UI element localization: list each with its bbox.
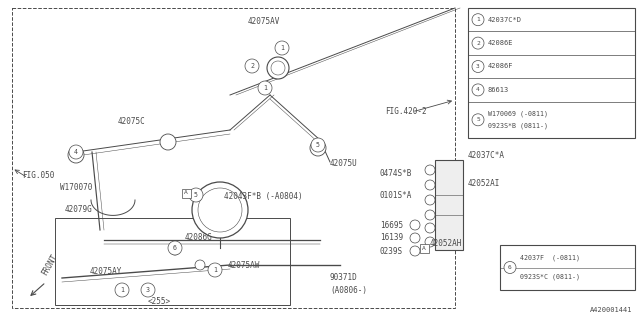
Text: 42086G: 42086G <box>185 234 212 243</box>
Text: 0474S*B: 0474S*B <box>380 169 412 178</box>
Text: 5: 5 <box>476 117 480 122</box>
Circle shape <box>472 37 484 49</box>
Text: 4: 4 <box>74 149 78 155</box>
Text: 42037C*D: 42037C*D <box>488 17 522 23</box>
Circle shape <box>504 261 516 274</box>
Text: A: A <box>422 245 426 251</box>
Text: 42075AW: 42075AW <box>228 260 260 269</box>
Circle shape <box>410 220 420 230</box>
Text: 4: 4 <box>476 87 480 92</box>
Circle shape <box>192 182 248 238</box>
Text: 2: 2 <box>476 41 480 46</box>
Circle shape <box>195 260 205 270</box>
Circle shape <box>271 61 285 75</box>
Text: 5: 5 <box>194 192 198 198</box>
Text: 42043F*B (-A0804): 42043F*B (-A0804) <box>224 191 303 201</box>
Circle shape <box>472 114 484 126</box>
Text: 16695: 16695 <box>380 220 403 229</box>
Circle shape <box>425 237 435 247</box>
Text: 0923S*B (0811-): 0923S*B (0811-) <box>488 123 548 129</box>
Circle shape <box>311 138 325 152</box>
Bar <box>468 8 635 138</box>
Text: 86613: 86613 <box>488 87 509 93</box>
Bar <box>500 245 635 290</box>
Circle shape <box>69 145 83 159</box>
Text: 3: 3 <box>146 287 150 293</box>
Text: W170070: W170070 <box>60 183 92 193</box>
Bar <box>12 8 455 308</box>
Circle shape <box>168 241 182 255</box>
Text: 42037F  (-0811): 42037F (-0811) <box>520 255 580 261</box>
Text: 1: 1 <box>263 85 267 91</box>
Text: 6: 6 <box>508 265 512 270</box>
Text: 0923S*C (0811-): 0923S*C (0811-) <box>520 274 580 280</box>
Circle shape <box>425 223 435 233</box>
Bar <box>435 160 463 250</box>
Text: 42052AH: 42052AH <box>430 238 462 247</box>
Text: 42075U: 42075U <box>330 158 358 167</box>
Text: FIG.420-2: FIG.420-2 <box>385 108 427 116</box>
Text: 6: 6 <box>173 245 177 251</box>
Circle shape <box>472 14 484 26</box>
Text: FRONT: FRONT <box>40 253 60 277</box>
Circle shape <box>410 233 420 243</box>
Bar <box>419 244 429 252</box>
Text: 2: 2 <box>250 63 254 69</box>
Text: 1: 1 <box>280 45 284 51</box>
Text: 42086E: 42086E <box>488 40 513 46</box>
Circle shape <box>425 165 435 175</box>
Text: 42037C*A: 42037C*A <box>468 150 505 159</box>
Text: 1: 1 <box>213 267 217 273</box>
Text: W170069 (-0811): W170069 (-0811) <box>488 110 548 117</box>
Text: 1: 1 <box>476 17 480 22</box>
Circle shape <box>472 60 484 73</box>
Text: 0101S*A: 0101S*A <box>380 190 412 199</box>
Text: 0239S: 0239S <box>380 246 403 255</box>
Text: 42086F: 42086F <box>488 63 513 69</box>
Circle shape <box>267 57 289 79</box>
Text: FIG.050: FIG.050 <box>22 171 54 180</box>
Circle shape <box>160 134 176 150</box>
Text: 1: 1 <box>120 287 124 293</box>
Bar <box>55 218 290 305</box>
Text: 42075AV: 42075AV <box>248 18 280 27</box>
Text: A420001441: A420001441 <box>589 307 632 313</box>
Circle shape <box>198 188 242 232</box>
Text: 90371D: 90371D <box>330 274 358 283</box>
Circle shape <box>245 59 259 73</box>
Text: 42075AY: 42075AY <box>90 268 122 276</box>
Circle shape <box>425 210 435 220</box>
Circle shape <box>208 263 222 277</box>
Text: 42052AI: 42052AI <box>468 179 500 188</box>
Circle shape <box>472 84 484 96</box>
Circle shape <box>170 245 180 255</box>
Text: 3: 3 <box>476 64 480 69</box>
Circle shape <box>258 81 272 95</box>
Circle shape <box>189 188 203 202</box>
Circle shape <box>115 283 129 297</box>
Text: 42075C: 42075C <box>118 117 146 126</box>
Circle shape <box>310 140 326 156</box>
Text: 16139: 16139 <box>380 234 403 243</box>
Text: 5: 5 <box>316 142 320 148</box>
Text: A: A <box>184 190 188 196</box>
Circle shape <box>68 147 84 163</box>
Circle shape <box>425 195 435 205</box>
Text: <255>: <255> <box>148 298 171 307</box>
Circle shape <box>410 246 420 256</box>
Bar <box>182 188 191 197</box>
Text: 42079G: 42079G <box>65 205 93 214</box>
Text: (A0806-): (A0806-) <box>330 285 367 294</box>
Circle shape <box>425 180 435 190</box>
Circle shape <box>275 41 289 55</box>
Circle shape <box>141 283 155 297</box>
